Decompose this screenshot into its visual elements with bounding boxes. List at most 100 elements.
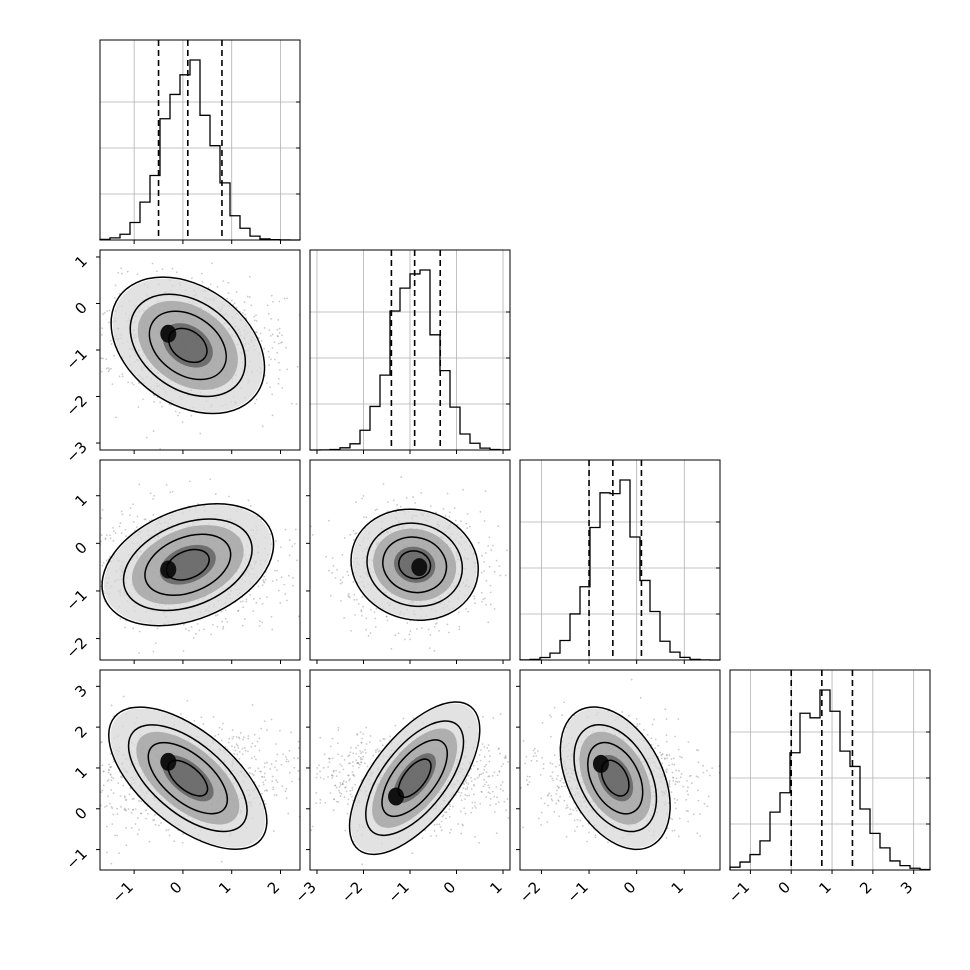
scatter-point bbox=[362, 733, 365, 735]
scatter-point bbox=[119, 617, 122, 620]
scatter-point bbox=[230, 299, 233, 302]
scatter-point bbox=[280, 576, 283, 579]
scatter-point bbox=[356, 732, 359, 735]
scatter-point bbox=[243, 618, 246, 620]
scatter-point bbox=[706, 769, 708, 772]
scatter-point bbox=[461, 823, 464, 826]
scatter-point bbox=[349, 793, 352, 796]
scatter-point bbox=[116, 813, 119, 816]
scatter-point bbox=[86, 800, 88, 802]
scatter-point bbox=[510, 787, 512, 789]
scatter-point bbox=[361, 758, 364, 761]
scatter-point bbox=[211, 623, 214, 626]
x-tick-label: −1 bbox=[384, 878, 412, 906]
scatter-point bbox=[252, 774, 255, 776]
scatter-point bbox=[242, 606, 245, 609]
scatter-point bbox=[138, 652, 141, 655]
scatter-point bbox=[357, 755, 360, 758]
scatter-point bbox=[137, 406, 140, 408]
scatter-point bbox=[184, 628, 187, 630]
scatter-point bbox=[283, 583, 286, 586]
scatter-point bbox=[322, 778, 325, 780]
scatter-point bbox=[365, 726, 368, 729]
scatter-point bbox=[478, 773, 481, 776]
scatter-point bbox=[259, 332, 262, 335]
scatter-point bbox=[355, 532, 358, 534]
scatter-point bbox=[255, 601, 258, 604]
scatter-point bbox=[553, 706, 556, 709]
scatter-point bbox=[382, 483, 385, 485]
scatter-point bbox=[262, 579, 265, 581]
scatter-point bbox=[357, 762, 359, 764]
scatter-point bbox=[328, 757, 330, 760]
scatter-point bbox=[334, 774, 336, 776]
scatter-point bbox=[352, 539, 355, 541]
scatter-point bbox=[284, 346, 287, 349]
scatter-point bbox=[173, 840, 176, 843]
scatter-point bbox=[287, 574, 290, 577]
scatter-point bbox=[151, 262, 154, 265]
panel-frame bbox=[99, 39, 301, 241]
scatter-point bbox=[319, 798, 322, 801]
scatter-point bbox=[94, 297, 96, 299]
scatter-point bbox=[227, 292, 230, 295]
scatter-point bbox=[130, 827, 133, 829]
scatter-point bbox=[83, 587, 85, 589]
scatter-point bbox=[110, 789, 113, 791]
scatter-point bbox=[92, 734, 94, 736]
scatter-point bbox=[479, 759, 482, 762]
scatter-point bbox=[144, 518, 147, 520]
scatter-point bbox=[369, 632, 372, 634]
scatter-point bbox=[375, 607, 378, 610]
scatter-point bbox=[270, 615, 273, 618]
scatter-point bbox=[249, 766, 252, 769]
scatter-point bbox=[353, 598, 356, 601]
scatter-point bbox=[261, 584, 264, 587]
scatter-point bbox=[111, 383, 114, 386]
scatter-point bbox=[288, 554, 291, 557]
scatter-point bbox=[301, 790, 303, 792]
scatter-point bbox=[460, 799, 463, 802]
scatter-point bbox=[445, 811, 448, 814]
scatter-point bbox=[114, 834, 117, 837]
scatter-point bbox=[365, 628, 368, 631]
scatter-point bbox=[310, 829, 313, 832]
scatter-point bbox=[255, 314, 257, 317]
scatter-point bbox=[392, 499, 395, 502]
scatter-point bbox=[446, 623, 449, 626]
scatter-point bbox=[139, 871, 141, 873]
scatter-point bbox=[222, 627, 225, 630]
scatter-point bbox=[241, 747, 244, 750]
density-peak bbox=[160, 752, 177, 771]
histogram-step bbox=[519, 479, 721, 661]
scatter-point bbox=[277, 377, 280, 380]
scatter-point bbox=[112, 777, 115, 780]
scatter-point bbox=[275, 779, 278, 782]
scatter-point bbox=[339, 763, 342, 766]
scatter-point bbox=[56, 604, 58, 606]
scatter-point bbox=[356, 761, 359, 764]
scatter-point bbox=[689, 774, 692, 777]
scatter-point bbox=[485, 579, 488, 582]
scatter-point bbox=[255, 398, 258, 401]
scatter-point bbox=[350, 629, 352, 632]
scatter-point bbox=[261, 602, 264, 605]
scatter-point bbox=[231, 729, 234, 732]
density-peak bbox=[160, 324, 177, 343]
scatter-point bbox=[249, 504, 252, 507]
scatter-point bbox=[336, 568, 338, 571]
scatter-point bbox=[136, 817, 139, 820]
scatter-point bbox=[291, 402, 293, 405]
scatter-point bbox=[109, 752, 112, 755]
scatter-point bbox=[120, 510, 123, 513]
scatter-point bbox=[344, 829, 347, 832]
scatter-point bbox=[247, 750, 249, 753]
scatter-point bbox=[275, 578, 278, 581]
scatter-point bbox=[224, 746, 227, 748]
y-tick-label: −1 bbox=[62, 586, 90, 614]
scatter-point bbox=[200, 716, 203, 719]
scatter-point bbox=[290, 736, 292, 738]
scatter-point bbox=[352, 752, 355, 755]
scatter-point bbox=[114, 297, 116, 299]
scatter-point bbox=[488, 792, 491, 795]
